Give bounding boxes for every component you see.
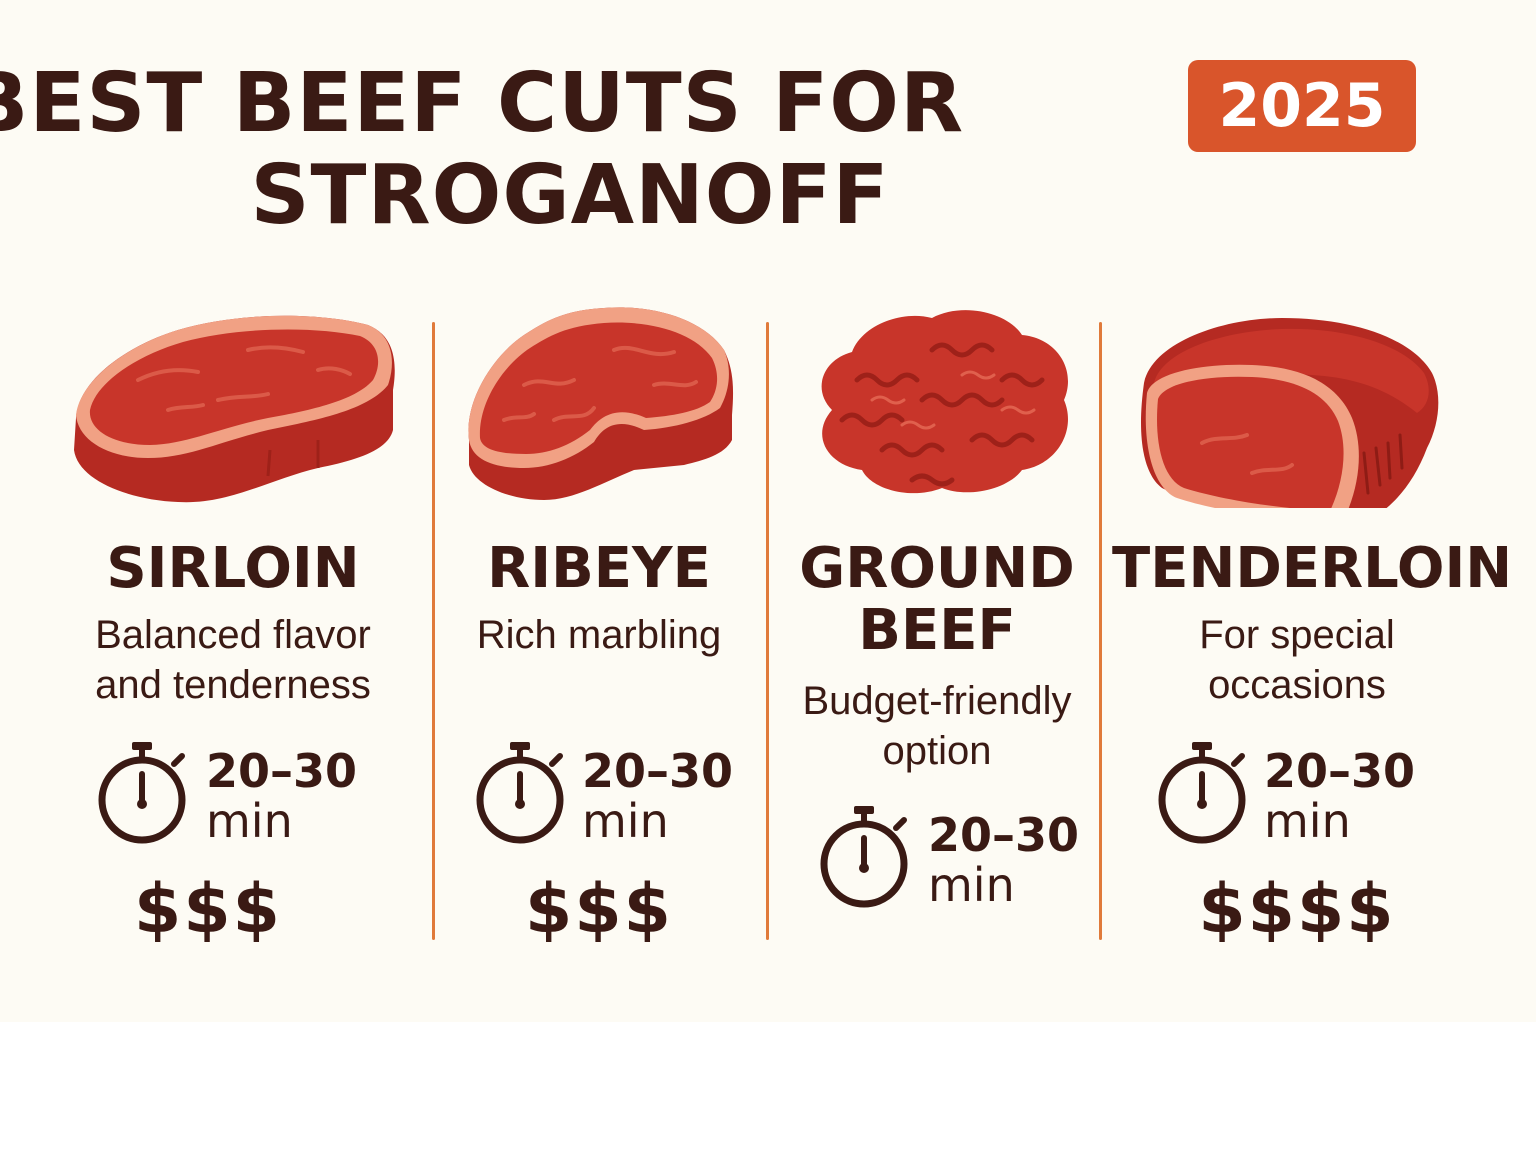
cook-time: 20–30 min <box>1132 740 1462 850</box>
cook-time-label: 20–30 min <box>928 810 1079 910</box>
tenderloin-roast-icon <box>1141 318 1439 508</box>
page-title: BEST BEEF CUTS FOR STROGANOFF <box>0 58 1100 242</box>
cook-time-range: 20–30 <box>206 744 358 798</box>
year-badge: 2025 <box>1188 60 1416 152</box>
price-level: $$$ <box>134 870 282 949</box>
sirloin-steak-icon <box>74 315 395 503</box>
title-line-2: STROGANOFF <box>250 148 890 243</box>
cut-description: Balanced flavor and tenderness <box>95 613 371 707</box>
column-divider <box>432 322 435 940</box>
cook-time: 20–30 min <box>68 740 398 850</box>
cook-time-label: 20–30 min <box>1264 746 1415 846</box>
cut-card-ribeye: RIBEYE Rich marbling 20–30 min $$$ <box>434 290 764 990</box>
cut-card-ground-beef: GROUND BEEF Budget-friendly option 20–30… <box>772 290 1102 990</box>
cook-time-unit: min <box>206 794 293 848</box>
cook-time-unit: min <box>928 858 1015 912</box>
infographic-canvas: BEST BEEF CUTS FOR STROGANOFF 2025 SIRLO… <box>0 0 1536 1022</box>
stopwatch-icon <box>1158 742 1246 844</box>
cut-name: TENDERLOIN <box>1112 536 1513 601</box>
cook-time-label: 20–30 min <box>206 746 357 846</box>
cut-card-tenderloin: TENDERLOIN For special occasions 20–30 m… <box>1112 290 1512 990</box>
cook-time: 20–30 min <box>772 804 1102 914</box>
cook-time-unit: min <box>582 794 669 848</box>
stopwatch-icon <box>820 806 908 908</box>
price-level: $$$$ <box>1198 870 1396 949</box>
cook-time-range: 20–30 <box>582 744 734 798</box>
cut-card-sirloin: SIRLOIN Balanced flavor and tenderness 2… <box>68 290 398 990</box>
cook-time-label: 20–30 min <box>582 746 733 846</box>
ground-beef-icon <box>821 310 1068 494</box>
column-divider <box>766 322 769 940</box>
title-line-1: BEST BEEF CUTS FOR <box>0 56 965 151</box>
cut-name: RIBEYE <box>487 536 711 601</box>
stopwatch-icon <box>98 742 186 844</box>
cook-time-range: 20–30 <box>928 808 1080 862</box>
price-level: $$$ <box>525 870 673 949</box>
ribeye-steak-icon <box>468 307 734 500</box>
cook-time: 20–30 min <box>434 740 764 850</box>
cut-description: Budget-friendly option <box>802 679 1072 773</box>
cut-name: GROUND BEEF <box>799 536 1075 663</box>
stopwatch-icon <box>476 742 564 844</box>
cut-description: Rich marbling <box>476 613 722 657</box>
cut-name: SIRLOIN <box>106 536 360 601</box>
cut-description: For special occasions <box>1199 613 1395 707</box>
column-divider <box>1099 322 1102 940</box>
cook-time-range: 20–30 <box>1264 744 1416 798</box>
cook-time-unit: min <box>1264 794 1351 848</box>
